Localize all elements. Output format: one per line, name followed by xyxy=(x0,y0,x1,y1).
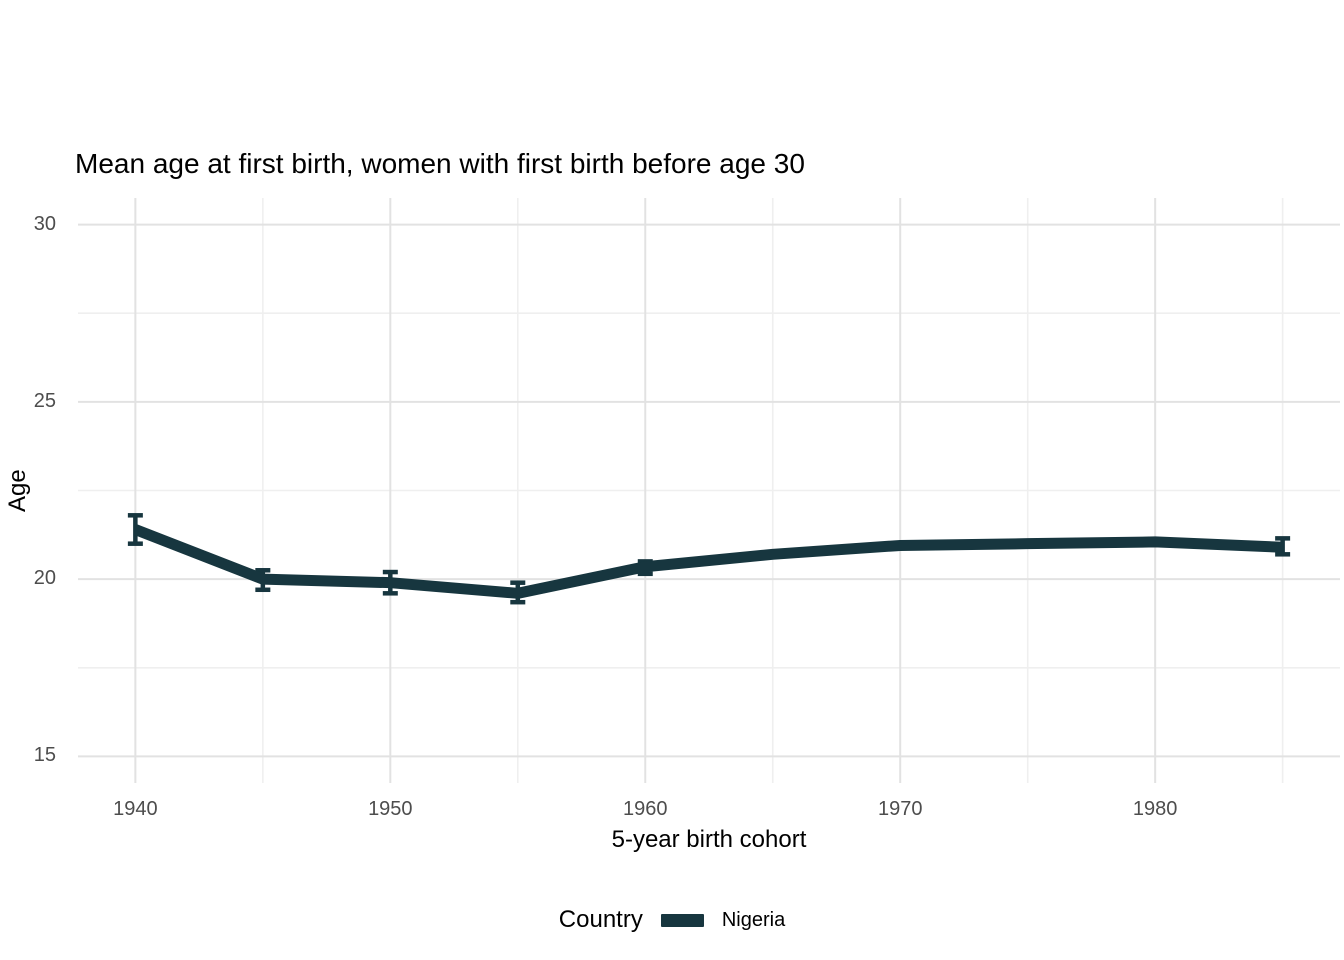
data-line-nigeria xyxy=(133,524,1283,599)
x-tick-label: 1980 xyxy=(1132,798,1178,820)
x-axis-title: 5-year birth cohort xyxy=(611,826,807,853)
x-tick-label: 1960 xyxy=(623,798,668,820)
x-tick-label: 1950 xyxy=(368,798,413,820)
x-tick-label: 1970 xyxy=(877,798,923,820)
y-tick-label: 25 xyxy=(33,389,56,412)
x-axis-tick-labels: 1940 1950 1960 1970 1980 xyxy=(78,798,1340,824)
legend-label-nigeria: Nigeria xyxy=(721,908,786,931)
y-axis-tick-labels: 15 20 25 30 xyxy=(0,198,64,783)
y-tick-label: 20 xyxy=(33,567,56,590)
chart-title: Mean age at first birth, women with firs… xyxy=(75,148,805,179)
legend-line-swatch xyxy=(660,913,704,927)
y-tick-label: 15 xyxy=(33,744,56,767)
legend: Country Nigeria xyxy=(0,906,1344,934)
plot-panel xyxy=(78,198,1340,783)
x-tick-label: 1940 xyxy=(113,798,158,820)
legend-title: Country xyxy=(558,906,643,933)
y-tick-label: 30 xyxy=(33,212,56,235)
plot-area-svg xyxy=(78,198,1340,783)
